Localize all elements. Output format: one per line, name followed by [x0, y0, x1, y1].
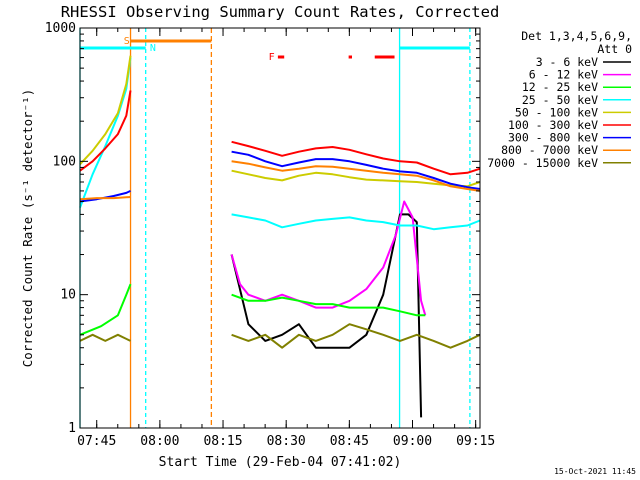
legend-item: 6 - 12 keV [529, 68, 631, 82]
legend-item: 800 - 7000 keV [501, 143, 631, 157]
legend-item: 3 - 6 keV [536, 55, 631, 69]
series-segment [79, 90, 132, 172]
legend-label: 25 - 50 keV [522, 93, 598, 107]
legend-label: 6 - 12 keV [529, 68, 598, 82]
flag-label-f: F [269, 52, 275, 63]
y-tick-label: 1000 [45, 21, 76, 36]
series-layer [79, 55, 481, 418]
legend-label: 7000 - 15000 keV [487, 156, 598, 170]
series-segment [231, 140, 481, 176]
series-segment [231, 293, 426, 317]
y-tick-label: 10 [60, 288, 76, 303]
legend-item: 12 - 25 keV [522, 80, 631, 94]
legend-header-line2: Att 0 [597, 42, 632, 56]
legend-header-line1: Det 1,3,4,5,6,9, [521, 29, 632, 43]
series-800-7000-kev [79, 160, 481, 201]
series-25-50-kev [79, 57, 481, 231]
x-tick-label: 08:45 [330, 434, 369, 449]
legend-label: 800 - 7000 keV [501, 143, 598, 157]
legend-label: 12 - 25 keV [522, 80, 598, 94]
legend-label: 3 - 6 keV [536, 55, 598, 69]
series-7000-15000-kev [79, 323, 481, 349]
legend-item: 300 - 800 keV [508, 131, 631, 145]
x-tick-label: 07:45 [77, 434, 116, 449]
legend-item: 7000 - 15000 keV [487, 156, 631, 170]
legend-label: 100 - 300 keV [508, 118, 598, 132]
series-segment [79, 189, 131, 203]
series-segment [231, 213, 481, 231]
x-tick-label: 09:15 [456, 434, 495, 449]
series-segment [79, 196, 131, 201]
legend-item: 50 - 100 keV [515, 105, 631, 119]
y-axis-label: Corrected Count Rate (s⁻¹ detector⁻¹) [20, 89, 35, 367]
legend-item: 100 - 300 keV [508, 118, 631, 132]
observing-flags-layer: S N F [79, 28, 471, 428]
legend-item: 25 - 50 keV [522, 93, 631, 107]
series-segment [231, 323, 481, 349]
x-tick-label: 08:30 [267, 434, 306, 449]
flag-label-n: N [150, 43, 156, 54]
x-axis-label: Start Time (29-Feb-04 07:41:02) [159, 455, 402, 470]
y-tick-label: 100 [53, 154, 76, 169]
series-segment [79, 55, 132, 165]
series-segment [230, 200, 427, 316]
chart-title: RHESSI Observing Summary Count Rates, Co… [61, 3, 500, 21]
series-300-800-kev [79, 150, 481, 203]
series-segment [231, 160, 481, 192]
axis-ticks: 07:45 08:00 08:15 08:30 08:45 09:00 09:15 1 10 10… [45, 21, 496, 449]
series-segment [79, 333, 131, 342]
series-100-300-kev [79, 90, 481, 176]
series-50-100-kev [79, 55, 481, 188]
series-segment [230, 213, 423, 418]
flag-label-s: S [124, 36, 130, 47]
plot-frame [79, 27, 481, 429]
x-tick-label: 09:00 [393, 434, 432, 449]
legend-label: 50 - 100 keV [515, 105, 598, 119]
series-12-25-kev [79, 283, 426, 336]
y-tick-label: 1 [68, 421, 76, 436]
series-segment [231, 169, 481, 188]
legend-label: 300 - 800 keV [508, 131, 598, 145]
footer-date: 15-Oct-2021 11:45 [554, 467, 636, 476]
series-6-12-kev [230, 200, 427, 316]
x-tick-label: 08:15 [203, 434, 242, 449]
series-segment [79, 283, 132, 336]
x-tick-label: 08:00 [140, 434, 179, 449]
series-segment [231, 150, 481, 190]
series-3-6-kev [230, 213, 423, 418]
